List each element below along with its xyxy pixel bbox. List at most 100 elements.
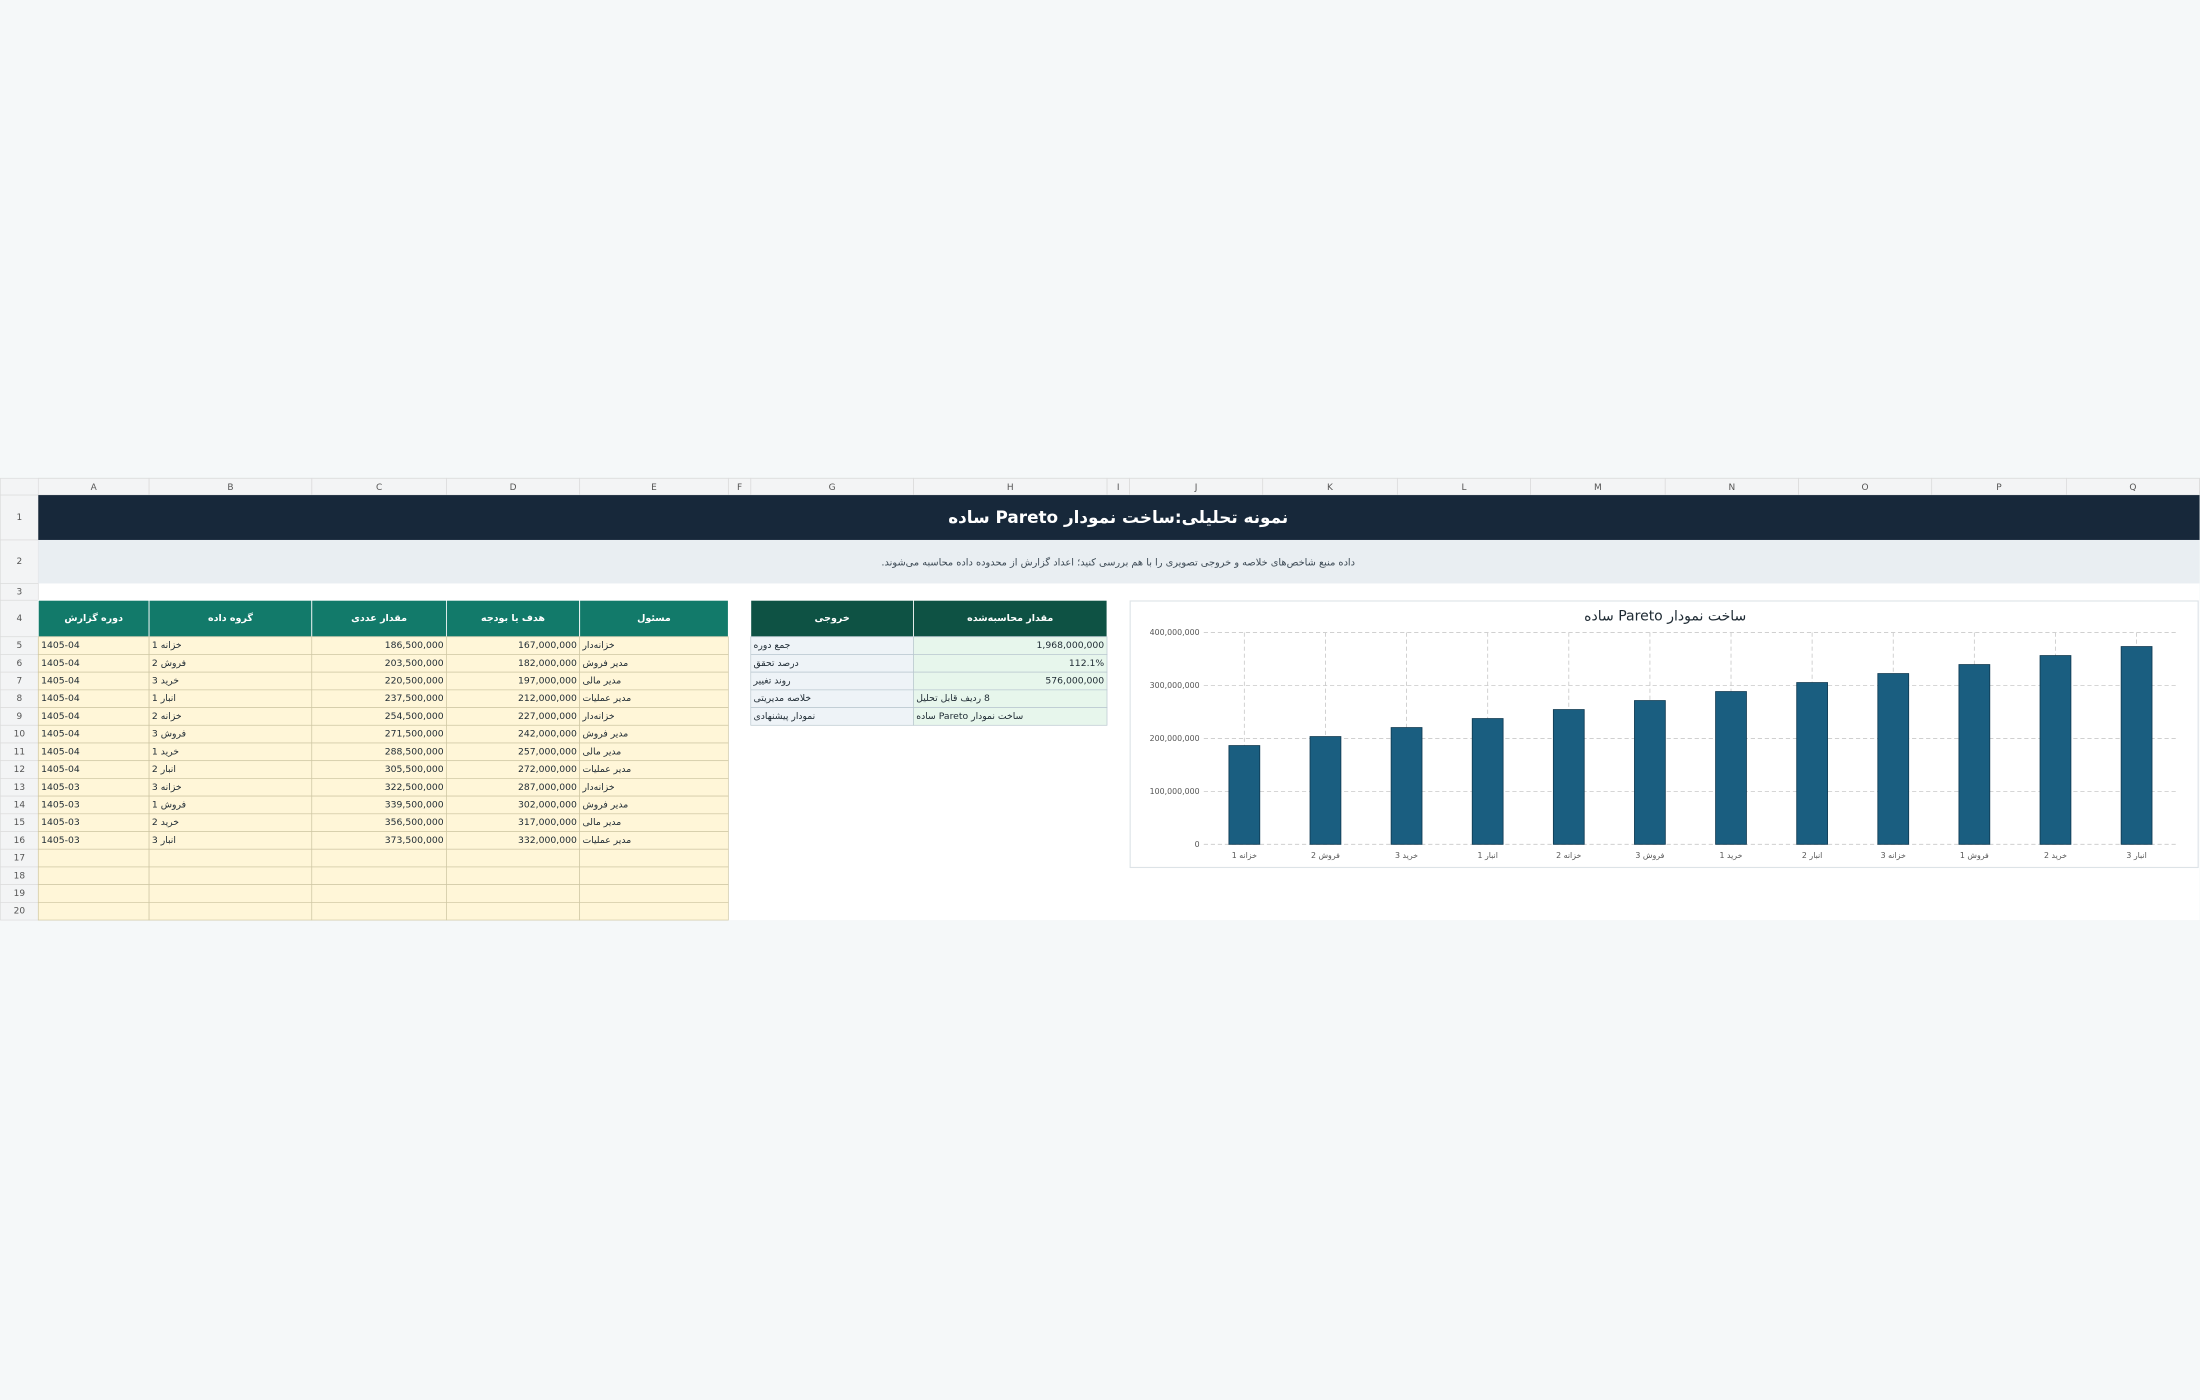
cell-text: ساخت نمودار Pareto ساده [916,711,1023,722]
table-cell[interactable] [579,884,729,903]
row-number: 4 [16,614,22,624]
row-number: 7 [16,677,22,687]
table-cell[interactable] [579,901,729,921]
table-cell[interactable] [446,848,581,868]
table-header: هدف یا بودجه [481,613,545,624]
table-cell[interactable] [148,866,313,885]
table-header: دوره گزارش [64,612,123,624]
bar[interactable] [1390,727,1423,845]
bar[interactable] [1471,718,1504,845]
table-cell[interactable] [37,901,150,921]
cell-value: 287,000,000 [518,782,577,793]
cell-value: 339,500,000 [385,799,444,810]
cell-text: فروش 2 [152,658,186,669]
table-header-cell [446,599,581,638]
cell-value: 322,500,000 [385,782,444,793]
cell-value: 302,000,000 [518,799,577,810]
table-cell[interactable] [311,848,447,868]
row-number: 9 [16,712,22,722]
row-number: 5 [16,641,22,651]
row-header[interactable] [0,599,39,638]
cell-text: مدیر فروش [582,729,628,740]
cell-text: خزانه‌دار [581,640,614,651]
row-number: 14 [14,800,26,810]
x-tick-label: فروش 2 [1311,851,1340,860]
row-number: 19 [14,889,26,899]
cell-text: خزانه‌دار [581,782,614,793]
row-number: 8 [16,694,22,704]
table-cell[interactable] [311,884,447,903]
row-header[interactable] [0,539,39,584]
cell-text: جمع دوره [754,640,791,651]
cell-value: 237,500,000 [385,693,444,704]
column-letter: F [737,483,742,493]
cell-value: 1405-03 [41,835,80,846]
table-cell[interactable] [37,866,150,885]
bar[interactable] [1877,673,1910,845]
summary-cell[interactable] [913,707,1108,726]
cell-text: خزانه 3 [152,782,182,793]
cell-text: مدیر فروش [582,799,628,810]
cell-value: 1405-03 [41,817,80,828]
cell-text: خزانه 2 [152,711,182,722]
cell-text: فروش 3 [152,729,186,740]
x-tick-label: انبار 1 [1477,851,1497,860]
cell-text: انبار 2 [152,764,176,775]
cell-value: 186,500,000 [385,640,444,651]
table-cell[interactable] [311,866,447,885]
table-cell[interactable] [148,884,313,903]
bar[interactable] [2039,655,2072,845]
cell-text: نمودار پیشنهادی [754,711,816,722]
cell-value: 373,500,000 [385,835,444,846]
column-letter: E [651,483,657,493]
y-tick-label: 200,000,000 [1150,734,1200,743]
bar[interactable] [1715,691,1747,845]
row-number: 12 [14,765,25,775]
x-tick-label: خزانه 1 [1232,851,1257,860]
row-number: 10 [14,730,26,740]
x-tick-label: خرید 2 [2044,851,2067,860]
bar[interactable] [1796,682,1828,845]
bar[interactable] [1958,664,1991,845]
table-cell[interactable] [446,866,581,885]
table-cell[interactable] [579,866,729,885]
table-cell[interactable] [446,884,581,903]
cell-text: مدیر عملیات [582,835,631,846]
subtitle-band [38,539,2200,584]
cell-text: خرید 1 [152,746,179,757]
x-tick-label: خرید 3 [1395,851,1418,860]
cell-text: مدیر مالی [582,817,621,828]
row-number: 15 [14,818,25,828]
bar[interactable] [1552,709,1585,845]
cell-text: روند تغییر [753,676,791,687]
bar[interactable] [1228,745,1261,845]
row-number: 18 [14,871,26,881]
bar[interactable] [2120,646,2153,845]
table-cell[interactable] [311,901,447,921]
table-cell[interactable] [446,901,581,921]
cell-value: 1,968,000,000 [1037,640,1105,651]
summary-header: مقدار محاسبه‌شده [967,613,1053,624]
row-number: 1 [16,513,22,523]
cell-text: مدیر مالی [582,676,621,687]
row-number: 2 [16,557,22,567]
table-cell[interactable] [37,848,150,868]
y-tick-label: 300,000,000 [1150,681,1200,690]
cell-value: 1405-04 [41,746,80,757]
cell-text: خرید 2 [152,817,179,828]
x-tick-label: فروش 3 [1635,851,1664,860]
cell-text: 8 ردیف قابل تحلیل [916,693,990,704]
table-cell[interactable] [579,848,729,868]
bar[interactable] [1309,736,1342,845]
column-letter: D [510,483,517,493]
table-cell[interactable] [37,884,150,903]
cell-value: 182,000,000 [518,658,577,669]
cell-value: 576,000,000 [1045,676,1104,687]
cell-text: خزانه‌دار [581,711,614,722]
bar[interactable] [1634,700,1666,845]
cell-value: 212,000,000 [518,693,577,704]
table-cell[interactable] [148,848,313,868]
table-cell[interactable] [148,901,313,921]
sheet-subtitle: داده منبع شاخص‌های خلاصه و خروجی تصویری … [881,556,1355,568]
